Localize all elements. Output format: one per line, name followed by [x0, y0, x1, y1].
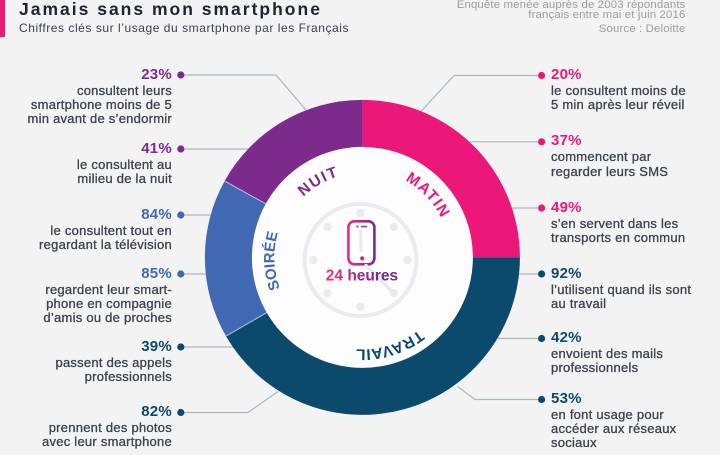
- svg-text:24 heures: 24 heures: [326, 268, 398, 285]
- svg-text:SOIRÉE: SOIRÉE: [261, 230, 283, 293]
